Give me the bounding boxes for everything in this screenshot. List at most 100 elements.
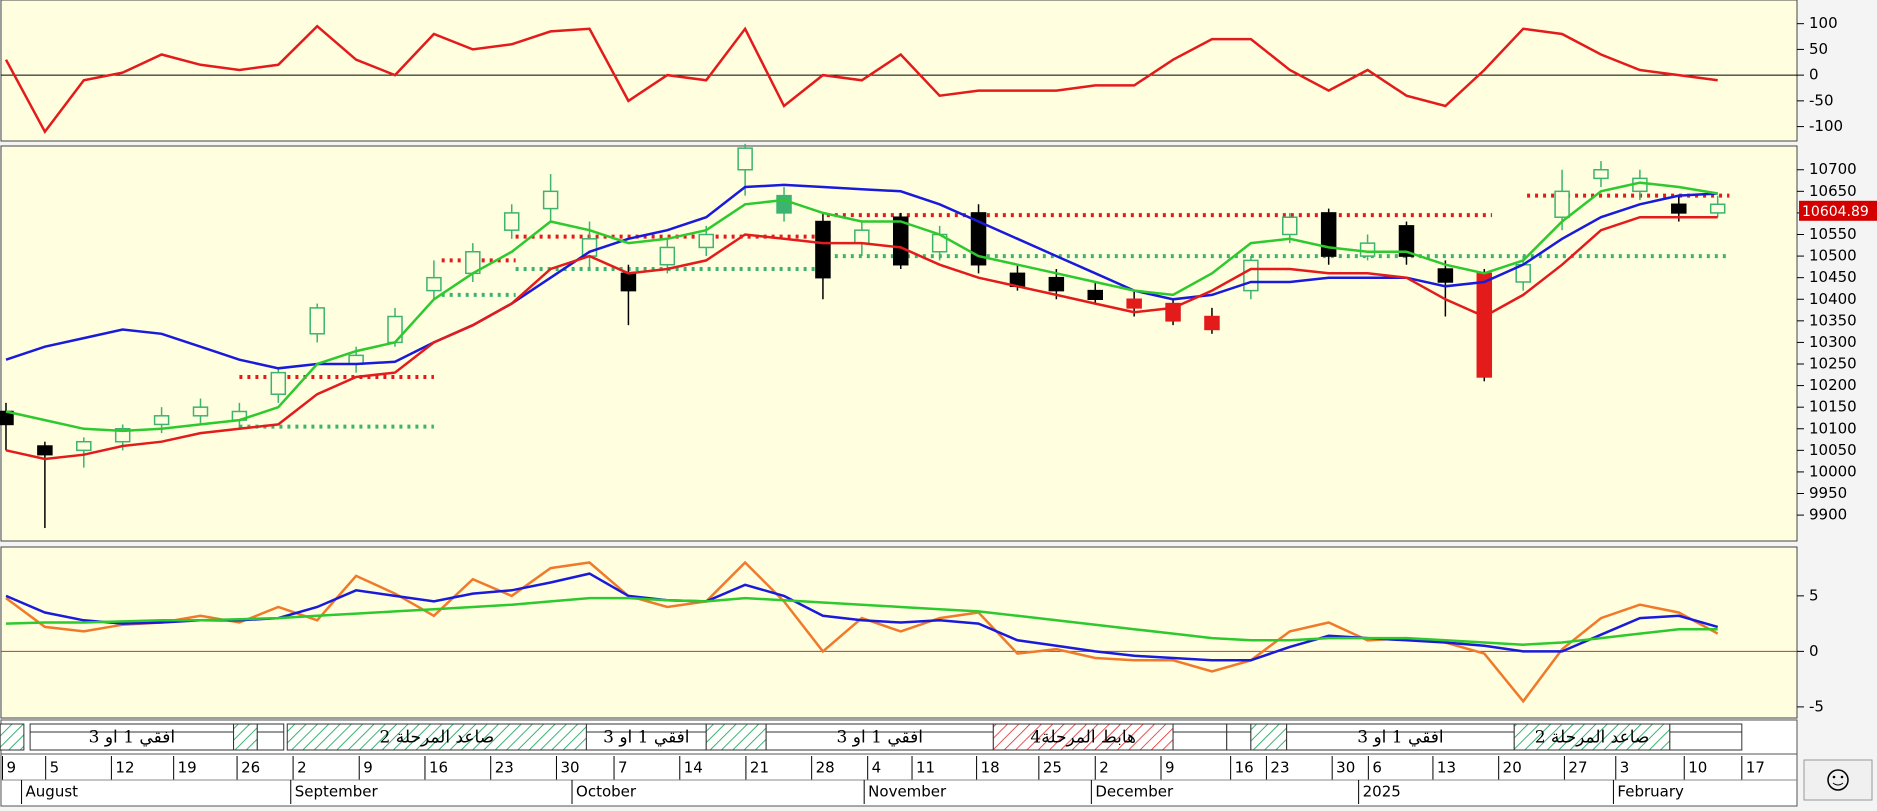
candle-body	[1087, 289, 1104, 301]
candle-body	[542, 190, 559, 210]
y-tick-label: 10350	[1809, 311, 1857, 329]
y-tick-label: 10100	[1809, 419, 1857, 437]
y-tick-label: 10550	[1809, 225, 1857, 243]
series-line	[5, 572, 1719, 662]
y-tick-label: 10400	[1809, 290, 1857, 308]
y-tick-label: 10050	[1809, 441, 1857, 459]
y-tick-label: 10150	[1809, 398, 1857, 416]
y-tick-label: 10200	[1809, 376, 1857, 394]
y-tick-label: 10500	[1809, 247, 1857, 265]
candle-body	[737, 147, 753, 171]
last-price-label: 10604.89	[1802, 204, 1869, 220]
day-label: 19	[178, 759, 197, 777]
candle-body	[76, 440, 92, 452]
day-label: 9	[363, 759, 373, 777]
candle-body	[270, 371, 287, 395]
candle-body	[309, 307, 325, 335]
icon	[1827, 769, 1849, 791]
phase-label: افقي 1 او 3	[603, 728, 689, 748]
y-tick-label: 50	[1809, 40, 1828, 58]
icon	[1832, 775, 1836, 779]
day-label: 13	[1437, 759, 1456, 777]
day-label: 16	[429, 759, 448, 777]
candle-body	[1204, 315, 1220, 331]
day-label: 20	[1503, 759, 1522, 777]
y-tick-label: 10700	[1809, 160, 1857, 178]
candle-body	[776, 194, 792, 214]
candle-body	[581, 238, 598, 257]
month-label: October	[576, 783, 637, 801]
phase-segment	[992, 723, 1174, 751]
day-label: 30	[1336, 759, 1355, 777]
panel	[0, 145, 1798, 542]
day-label: 5	[50, 759, 60, 777]
y-tick-label: 10250	[1809, 355, 1857, 373]
day-label: 9	[1165, 759, 1175, 777]
y-tick-label: 10300	[1809, 333, 1857, 351]
candle-body	[153, 415, 170, 426]
day-label: 18	[981, 759, 1000, 777]
candle-body	[815, 220, 831, 279]
day-label: 6	[1372, 759, 1382, 777]
icon	[1832, 782, 1844, 786]
icon	[1840, 775, 1844, 779]
series-line	[4, 24, 1718, 135]
y-tick-label: 9900	[1809, 506, 1847, 524]
day-label: 3	[1620, 759, 1630, 777]
y-tick-label: 10450	[1809, 268, 1857, 286]
candle-body	[0, 410, 14, 426]
month-label: November	[868, 783, 947, 801]
phase-segment	[1286, 723, 1515, 751]
y-tick-label: 10000	[1809, 462, 1857, 480]
candle-body	[659, 246, 676, 266]
candle-body	[1048, 276, 1065, 292]
candle-body	[1554, 190, 1570, 218]
series-line	[5, 215, 1718, 461]
candle-body	[1671, 203, 1687, 214]
candle-body	[1398, 225, 1415, 257]
day-label: 30	[560, 759, 579, 777]
candle-body	[1320, 212, 1337, 257]
month-label: August	[26, 783, 79, 801]
day-label: 23	[495, 759, 514, 777]
day-label: 9	[6, 759, 16, 777]
phase-label: افقي 1 او 3	[89, 728, 175, 748]
phase-segment	[1226, 723, 1252, 751]
day-label: 14	[684, 759, 703, 777]
phase-segment	[1669, 723, 1743, 751]
phase-segment	[256, 723, 285, 751]
candle-body	[620, 272, 637, 292]
candle-body	[426, 276, 442, 292]
phase-segment	[1172, 723, 1228, 751]
candle-body	[503, 212, 520, 231]
phase-segment	[233, 723, 258, 751]
smiley-button[interactable]	[1803, 759, 1873, 801]
day-label: 10	[1688, 759, 1707, 777]
candle-body	[1359, 242, 1376, 257]
candle-body	[1593, 168, 1609, 180]
day-label: 4	[872, 759, 882, 777]
day-label: 16	[1235, 759, 1254, 777]
y-tick-label: 5	[1809, 586, 1819, 604]
y-tick-label: -100	[1809, 117, 1843, 135]
panel	[0, 546, 1798, 719]
day-label: 12	[115, 759, 134, 777]
button[interactable]	[1803, 759, 1873, 801]
phase-segment	[0, 723, 25, 751]
phase-segment	[585, 723, 707, 751]
candle-body	[892, 216, 909, 266]
y-tick-label: -5	[1809, 697, 1824, 715]
candle-body	[1282, 216, 1298, 236]
month-label: September	[295, 783, 379, 801]
day-label: 2	[297, 759, 307, 777]
phase-label: صاعد المرحلة 2	[379, 728, 494, 748]
candle-body	[1709, 203, 1726, 214]
day-label: 25	[1043, 759, 1062, 777]
series-line	[5, 181, 1718, 433]
month-label: December	[1095, 783, 1174, 801]
panel	[0, 0, 1798, 142]
y-tick-label: 0	[1809, 66, 1819, 84]
phase-segment	[1513, 723, 1671, 751]
day-label: 28	[816, 759, 835, 777]
